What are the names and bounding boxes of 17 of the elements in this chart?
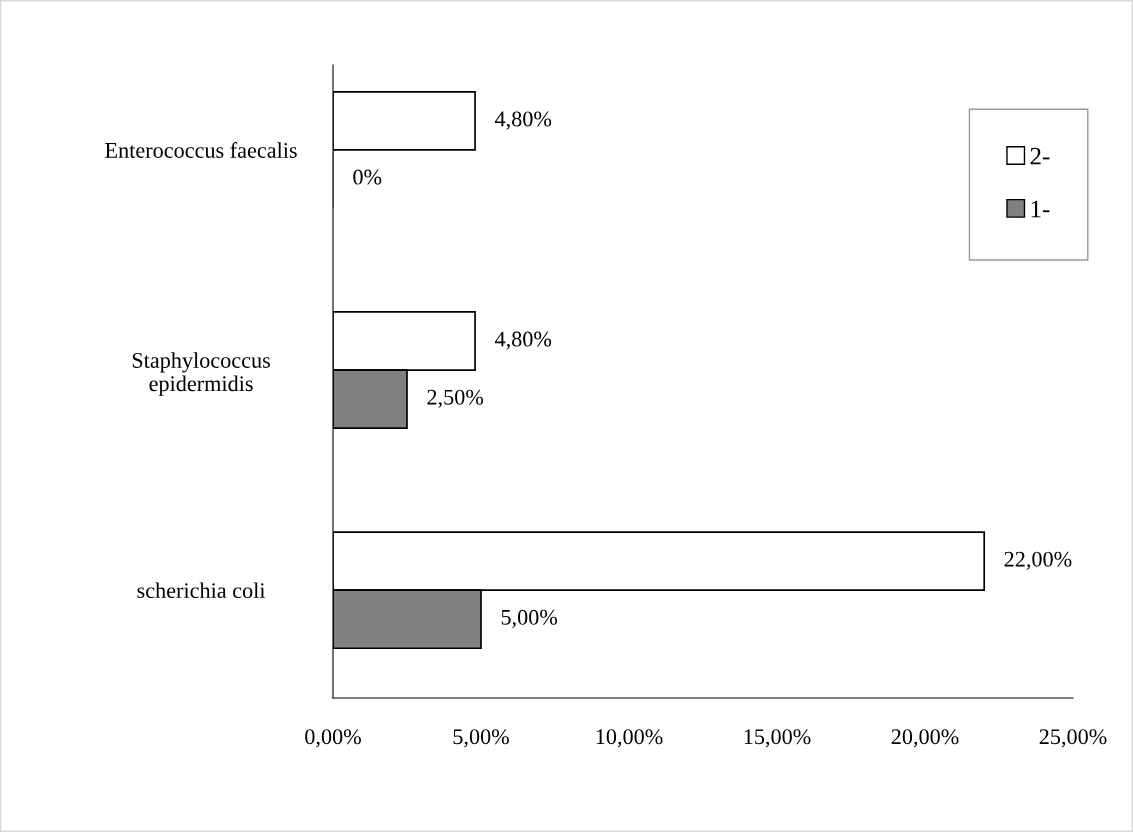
x-tick-label: 15,00% <box>744 729 811 748</box>
data-label: 0% <box>353 169 382 185</box>
x-tick-label: 0,00% <box>305 729 361 748</box>
data-label: 22,00% <box>1004 551 1072 570</box>
data-label: 4,80% <box>494 111 552 130</box>
x-tick-label: 20,00% <box>891 729 959 748</box>
y-tick-label: Enterococcus faecalis <box>105 142 297 158</box>
legend-label: 1- <box>1031 200 1050 218</box>
y-tick-label: Staphylococcus epidermidis <box>132 352 270 396</box>
y-tick-label: scherichia coli <box>137 582 266 599</box>
data-label: 4,80% <box>494 331 552 350</box>
x-tick-label: 5,00% <box>453 729 509 748</box>
legend-label: 2- <box>1030 147 1050 165</box>
data-label: 2,50% <box>427 389 484 408</box>
data-label: 5,00% <box>501 609 558 628</box>
x-tick-label: 10,00% <box>596 729 663 748</box>
x-tick-label: 25,00% <box>1039 729 1107 748</box>
